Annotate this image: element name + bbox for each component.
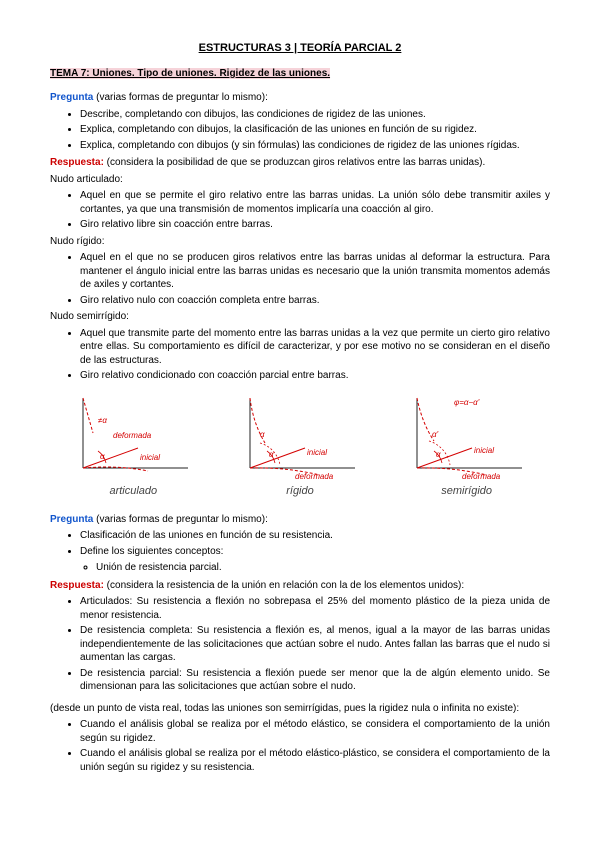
page: ESTRUCTURAS 3 | TEORÍA PARCIAL 2 TEMA 7:… [0,0,600,818]
svg-text:α: α [100,452,105,461]
list-item: Aquel en el que no se producen giros rel… [80,251,550,292]
list-item: Articulados: Su resistencia a flexión no… [80,595,550,622]
diagram-label: rígido [225,485,375,497]
r2-intro: (considera la resistencia de la unión en… [104,580,464,591]
tema-heading-wrap: TEMA 7: Uniones. Tipo de uniones. Rigide… [50,68,550,79]
list-item: Explica, completando con dibujos (y sin … [80,139,550,153]
group-list: Aquel en el que no se producen giros rel… [50,251,550,307]
svg-text:deformada: deformada [113,431,152,440]
respuesta-label: Respuesta: [50,157,104,168]
footnote: (desde un punto de vista real, todas las… [50,702,550,775]
answer-2: Respuesta: (considera la resistencia de … [50,579,550,694]
list-item: Cuando el análisis global se realiza por… [80,718,550,745]
q1-intro: (varias formas de preguntar lo mismo): [93,92,268,103]
r1-intro: (considera la posibilidad de que se prod… [104,157,485,168]
diagram-label: semirígido [392,485,542,497]
question-2: Pregunta (varias formas de preguntar lo … [50,513,550,575]
group-list: Aquel en que se permite el giro relativo… [50,189,550,232]
list-item: Aquel que transmite parte del momento en… [80,327,550,368]
svg-text:φ=α−α': φ=α−α' [454,398,480,407]
pregunta-label: Pregunta [50,514,93,525]
q2-intro: (varias formas de preguntar lo mismo): [93,514,268,525]
svg-text:α: α [269,450,274,459]
diagram-svg: φ=α−α' α α' inicial deformada [402,393,532,483]
svg-text:≠α: ≠α [98,416,107,425]
svg-text:α: α [260,430,265,439]
q2-sublist: Unión de resistencia parcial. [50,561,550,575]
group-list: Aquel que transmite parte del momento en… [50,327,550,383]
svg-text:inicial: inicial [474,446,494,455]
foot-head: (desde un punto de vista real, todas las… [50,702,550,716]
pregunta-label: Pregunta [50,92,93,103]
tema-heading: TEMA 7: Uniones. Tipo de uniones. Rigide… [50,68,330,79]
diagram-svg: ≠α deformada inicial α [68,393,198,483]
list-item: Cuando el análisis global se realiza por… [80,747,550,774]
diagram-semirigido: φ=α−α' α α' inicial deformada semirígido [392,393,542,497]
list-item: Unión de resistencia parcial. [96,561,550,575]
q1-line: Pregunta (varias formas de preguntar lo … [50,91,550,105]
diagram-svg: α α inicial deformada [235,393,365,483]
list-item: De resistencia completa: Su resistencia … [80,624,550,665]
svg-text:α': α' [432,430,439,439]
q2-line: Pregunta (varias formas de preguntar lo … [50,513,550,527]
list-item: Explica, completando con dibujos, la cla… [80,123,550,137]
group-head: Nudo rígido: [50,235,550,249]
diagram-articulado: ≠α deformada inicial α articulado [58,393,208,497]
diagram-row: ≠α deformada inicial α articulado α α in… [50,393,550,497]
foot-list: Cuando el análisis global se realiza por… [50,718,550,774]
list-item: Giro relativo condicionado con coacción … [80,369,550,383]
question-1: Pregunta (varias formas de preguntar lo … [50,91,550,152]
r2-line: Respuesta: (considera la resistencia de … [50,579,550,593]
respuesta-label: Respuesta: [50,580,104,591]
answer-1: Respuesta: (considera la posibilidad de … [50,156,550,383]
svg-text:inicial: inicial [307,448,327,457]
page-title: ESTRUCTURAS 3 | TEORÍA PARCIAL 2 [50,42,550,54]
group-head: Nudo semirrígido: [50,310,550,324]
q2-list: Clasificación de las uniones en función … [50,529,550,558]
q1-list: Describe, completando con dibujos, las c… [50,108,550,153]
svg-text:α: α [436,450,441,459]
diagram-label: articulado [58,485,208,497]
list-item: Giro relativo nulo con coacción completa… [80,294,550,308]
list-item: Define los siguientes conceptos: [80,545,550,559]
svg-text:deformada: deformada [295,472,334,481]
r2-list: Articulados: Su resistencia a flexión no… [50,595,550,694]
list-item: Describe, completando con dibujos, las c… [80,108,550,122]
r1-line: Respuesta: (considera la posibilidad de … [50,156,550,170]
list-item: Aquel en que se permite el giro relativo… [80,189,550,216]
list-item: De resistencia parcial: Su resistencia a… [80,667,550,694]
list-item: Clasificación de las uniones en función … [80,529,550,543]
diagram-rigido: α α inicial deformada rígido [225,393,375,497]
group-head: Nudo articulado: [50,173,550,187]
svg-text:deformada: deformada [462,472,501,481]
list-item: Giro relativo libre sin coacción entre b… [80,218,550,232]
svg-text:inicial: inicial [140,453,160,462]
